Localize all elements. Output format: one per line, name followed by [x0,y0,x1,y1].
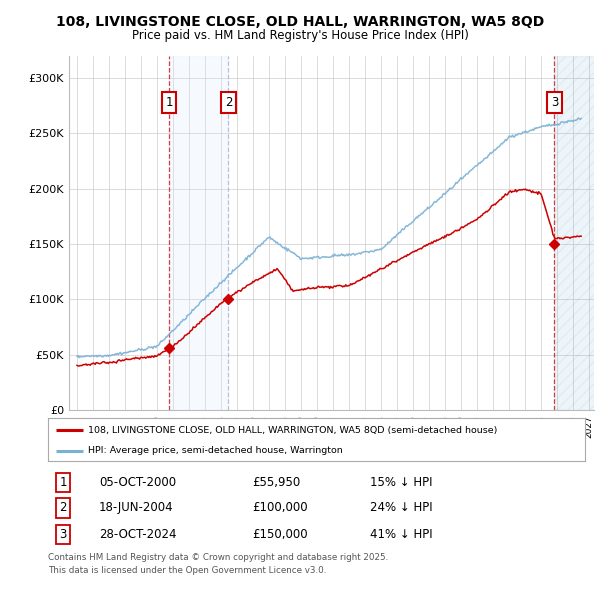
Text: 108, LIVINGSTONE CLOSE, OLD HALL, WARRINGTON, WA5 8QD (semi-detached house): 108, LIVINGSTONE CLOSE, OLD HALL, WARRIN… [88,426,497,435]
Text: 2: 2 [59,501,67,514]
Text: HPI: Average price, semi-detached house, Warrington: HPI: Average price, semi-detached house,… [88,446,343,455]
Text: £100,000: £100,000 [252,501,308,514]
Text: Price paid vs. HM Land Registry's House Price Index (HPI): Price paid vs. HM Land Registry's House … [131,29,469,42]
Text: 15% ↓ HPI: 15% ↓ HPI [370,476,433,489]
Text: 28-OCT-2024: 28-OCT-2024 [99,528,176,541]
Text: 2: 2 [224,96,232,109]
Bar [554,56,594,410]
Text: 3: 3 [59,528,67,541]
Text: 108, LIVINGSTONE CLOSE, OLD HALL, WARRINGTON, WA5 8QD: 108, LIVINGSTONE CLOSE, OLD HALL, WARRIN… [56,15,544,30]
Text: £150,000: £150,000 [252,528,308,541]
Text: 3: 3 [551,96,558,109]
Text: Contains HM Land Registry data © Crown copyright and database right 2025.
This d: Contains HM Land Registry data © Crown c… [48,553,388,575]
Text: 41% ↓ HPI: 41% ↓ HPI [370,528,433,541]
Text: 24% ↓ HPI: 24% ↓ HPI [370,501,433,514]
Text: 18-JUN-2004: 18-JUN-2004 [99,501,173,514]
Text: 05-OCT-2000: 05-OCT-2000 [99,476,176,489]
Text: 1: 1 [59,476,67,489]
Text: £55,950: £55,950 [252,476,301,489]
Text: 1: 1 [166,96,173,109]
Bar [169,56,229,410]
